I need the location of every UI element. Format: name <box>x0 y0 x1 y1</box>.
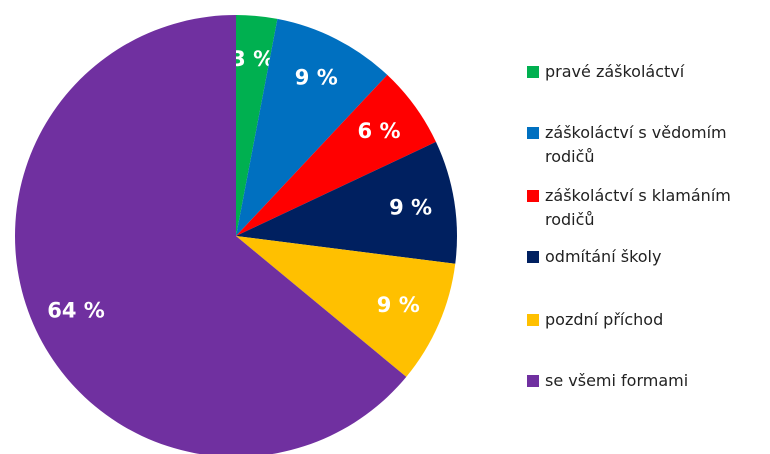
legend-label: záškoláctví s klamáním rodičů <box>545 186 731 229</box>
pie-slice <box>236 74 436 236</box>
pie-slice <box>15 15 407 454</box>
legend-swatch <box>527 190 539 202</box>
legend-label: se všemi formami <box>545 371 689 390</box>
value-label: 9 % <box>295 65 338 89</box>
legend-item: pravé záškoláctví <box>527 60 767 84</box>
pie-slice <box>236 141 457 264</box>
value-label: 9 % <box>377 293 420 317</box>
legend-swatch <box>527 66 539 78</box>
pie-slice <box>236 236 456 377</box>
legend-item: záškoláctví s vědomím rodičů <box>527 121 767 169</box>
legend-item: se všemi formami <box>527 369 767 393</box>
value-label: 3 % <box>231 47 274 71</box>
value-label: 9 % <box>389 195 432 219</box>
legend-item: záškoláctví s klamáním rodičů <box>527 184 767 232</box>
legend-label: záškoláctví s vědomím rodičů <box>545 123 727 166</box>
legend-label: pozdní příchod <box>545 310 664 329</box>
legend-swatch <box>527 314 539 326</box>
legend-item: odmítání školy <box>527 245 767 269</box>
legend-label: pravé záškoláctví <box>545 62 685 81</box>
legend-label: odmítání školy <box>545 247 662 266</box>
value-label: 6 % <box>358 119 401 143</box>
legend-item: pozdní příchod <box>527 308 767 332</box>
value-label: 64 % <box>47 298 105 322</box>
legend-swatch <box>527 127 539 139</box>
pie-slice <box>236 18 388 236</box>
legend-swatch <box>527 375 539 387</box>
pie-slice <box>236 15 278 236</box>
legend-swatch <box>527 251 539 263</box>
